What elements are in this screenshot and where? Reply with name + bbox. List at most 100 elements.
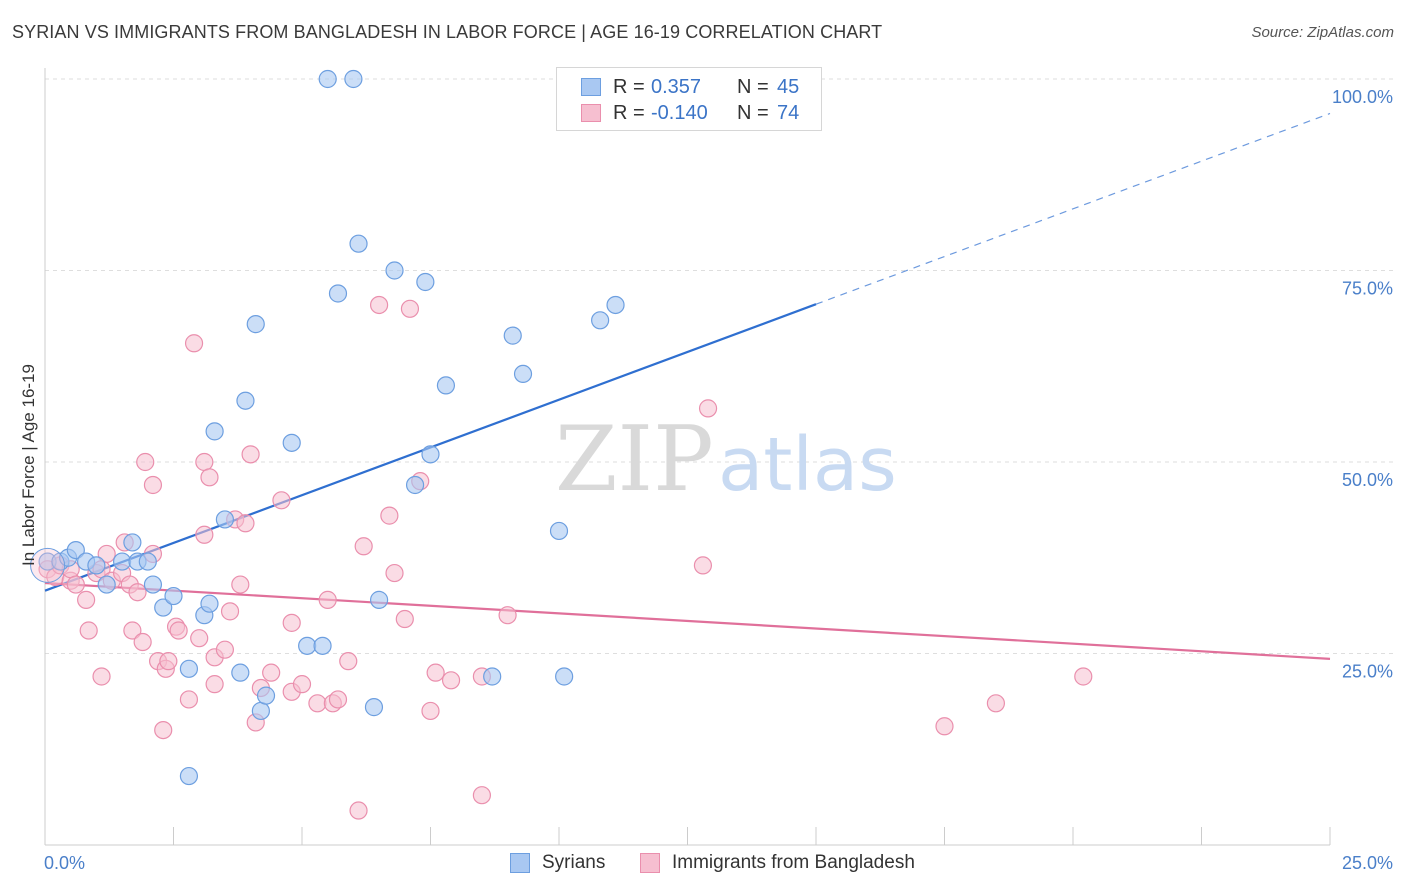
- bangladesh-swatch: [581, 104, 601, 122]
- r-label: R =: [613, 75, 645, 98]
- syrian-point: [246, 315, 265, 334]
- grid-lines: [45, 78, 1395, 654]
- r-value: 0.357: [651, 75, 702, 98]
- bangladesh-point: [421, 701, 440, 721]
- legend-row-bangladesh: R = -0.140 N = 74: [581, 101, 799, 125]
- syrian-point: [179, 659, 199, 678]
- bangladesh-point: [262, 663, 281, 682]
- bangladesh-point: [195, 525, 214, 544]
- syrian-point: [364, 698, 384, 717]
- bangladesh-point: [698, 399, 718, 418]
- syrian-point: [231, 663, 250, 682]
- bangladesh-point: [195, 452, 214, 472]
- syrian-point: [313, 636, 332, 655]
- syrian-point: [215, 510, 234, 529]
- syrian-point: [123, 533, 142, 552]
- syrians-trend-extension: [815, 112, 1331, 305]
- cluster-point: [30, 547, 66, 583]
- bangladesh-point: [339, 652, 358, 671]
- bangladesh-point: [97, 544, 116, 564]
- bangladesh-point: [395, 609, 414, 629]
- syrian-point: [385, 261, 404, 280]
- syrian-point: [483, 667, 502, 686]
- bangladesh-point: [179, 690, 199, 709]
- y-axis-label: In Labor Force | Age 16-19: [19, 364, 38, 566]
- bangladesh-point: [79, 621, 98, 640]
- bangladesh-point: [935, 717, 954, 736]
- bangladesh-point: [136, 452, 155, 472]
- bangladesh-point: [328, 690, 348, 709]
- syrian-point: [344, 69, 363, 89]
- syrian-point: [606, 295, 625, 315]
- syrian-points: [30, 69, 625, 786]
- syrian-point: [66, 540, 85, 560]
- bangladesh-point: [426, 663, 445, 682]
- bangladesh-point: [380, 506, 399, 525]
- syrian-point: [416, 272, 435, 292]
- syrian-point: [405, 475, 425, 495]
- bangladesh-point: [308, 694, 327, 713]
- syrian-point: [164, 586, 183, 606]
- syrian-point: [591, 311, 610, 330]
- bangladesh-point: [354, 537, 373, 556]
- syrian-point: [513, 364, 533, 384]
- series-legend: Syrians Immigrants from Bangladesh: [0, 852, 1406, 878]
- bangladesh-point: [123, 621, 142, 640]
- syrian-point: [236, 391, 255, 410]
- bangladesh-point: [154, 720, 173, 740]
- watermark-zip: ZIP: [555, 407, 714, 512]
- syrian-point: [549, 521, 569, 541]
- chart-title: SYRIAN VS IMMIGRANTS FROM BANGLADESH IN …: [12, 22, 883, 42]
- syrian-point: [154, 598, 173, 617]
- n-value: 74: [777, 101, 800, 124]
- bangladesh-point: [128, 583, 147, 602]
- bangladesh-point: [159, 652, 178, 671]
- bangladesh-point: [272, 491, 291, 510]
- bangladesh-point: [77, 590, 96, 609]
- bangladesh-point: [66, 575, 85, 594]
- syrian-point: [436, 376, 456, 395]
- bangladesh-point: [236, 514, 255, 533]
- tick-labels: 100.0% 75.0% 50.0% 25.0% 0.0% 25.0%: [44, 87, 1393, 873]
- n-value: 45: [777, 75, 800, 98]
- syrians-swatch: [581, 78, 601, 96]
- syrian-point: [179, 766, 199, 786]
- r-label: R =: [613, 101, 645, 124]
- stats-legend: R = 0.357 N = 45 R = -0.140 N = 74: [556, 67, 822, 131]
- y-tick-label: 50.0%: [1342, 470, 1393, 490]
- bangladesh-point: [190, 629, 209, 648]
- syrian-point: [205, 422, 224, 441]
- bangladesh-point: [441, 671, 461, 690]
- bangladesh-point: [498, 606, 517, 625]
- syrian-point: [328, 284, 348, 303]
- syrian-point: [421, 445, 440, 464]
- syrian-point: [97, 575, 116, 594]
- bangladesh-point: [400, 299, 420, 318]
- syrian-point: [143, 575, 163, 594]
- legend-item-syrians[interactable]: Syrians: [510, 852, 605, 874]
- legend-row-syrians: R = 0.357 N = 45: [581, 75, 799, 99]
- y-tick-label: 100.0%: [1332, 87, 1393, 107]
- bangladesh-points: [38, 295, 1093, 820]
- syrian-point: [298, 636, 317, 655]
- legend-label-syrians: Syrians: [542, 852, 606, 873]
- legend-item-bangladesh[interactable]: Immigrants from Bangladesh: [640, 852, 915, 874]
- bangladesh-point: [231, 575, 250, 594]
- bangladesh-point: [169, 621, 188, 640]
- bangladesh-point: [349, 801, 368, 820]
- bangladesh-point: [370, 295, 389, 315]
- x-tick-label: 25.0%: [1342, 853, 1393, 873]
- syrian-point: [256, 686, 276, 705]
- bangladesh-point: [385, 563, 404, 583]
- syrian-point: [349, 234, 368, 253]
- bangladesh-point: [282, 613, 301, 632]
- syrian-point: [251, 701, 270, 721]
- bangladesh-point: [133, 632, 152, 652]
- syrian-point: [112, 552, 132, 571]
- syrian-point: [503, 326, 522, 345]
- source-label: Source: ZipAtlas.com: [1251, 24, 1394, 41]
- bangladesh-trend-line: [44, 581, 1331, 660]
- bangladesh-point: [200, 468, 219, 487]
- bangladesh-point: [215, 640, 234, 659]
